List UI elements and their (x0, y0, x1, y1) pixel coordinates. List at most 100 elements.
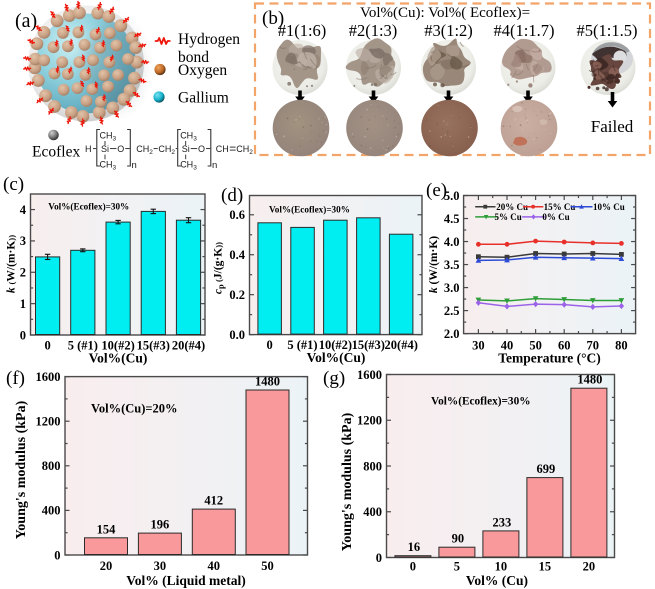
svg-text:196: 196 (151, 518, 170, 532)
svg-text:Vol%(Cu): Vol%(Cu) (307, 350, 366, 365)
svg-text:(b): (b) (262, 8, 284, 29)
svg-text:5% Cu: 5% Cu (495, 212, 522, 222)
svg-text:0.0: 0.0 (229, 328, 245, 342)
svg-text:30: 30 (472, 339, 485, 353)
svg-text:CH: CH (216, 144, 229, 154)
svg-text:5 (#1): 5 (#1) (68, 339, 98, 353)
svg-text:15% Cu: 15% Cu (544, 202, 576, 212)
svg-text:154: 154 (97, 522, 117, 536)
svg-text:800: 800 (42, 459, 61, 473)
svg-text:20(#4): 20(#4) (172, 339, 205, 353)
svg-text:3.0: 3.0 (444, 281, 460, 295)
svg-text:Si: Si (182, 144, 190, 154)
svg-text:4.5: 4.5 (444, 212, 460, 226)
svg-text:O: O (198, 144, 205, 154)
svg-text:O: O (117, 144, 124, 154)
svg-text:1600: 1600 (357, 368, 382, 382)
svg-text:50: 50 (529, 339, 542, 353)
svg-text:#4(1:1.7): #4(1:1.7) (494, 21, 555, 40)
svg-text:1480: 1480 (255, 374, 280, 388)
svg-text:20(#4): 20(#4) (385, 338, 418, 352)
svg-text:n: n (132, 160, 137, 171)
svg-text:cp (J/(g·K)): cp (J/(g·K)) (213, 242, 226, 294)
svg-text:0.4: 0.4 (229, 248, 245, 262)
svg-text:Failed: Failed (591, 117, 634, 136)
svg-text:15(#3): 15(#3) (352, 338, 385, 352)
svg-text:(d): (d) (221, 185, 243, 206)
svg-text:0.2: 0.2 (229, 288, 245, 302)
svg-text:bond: bond (178, 49, 209, 66)
svg-text:3.5: 3.5 (444, 258, 460, 272)
svg-text:0% Cu: 0% Cu (542, 212, 569, 222)
svg-text:Young's modulus (kPa): Young's modulus (kPa) (340, 412, 355, 551)
svg-text:Gallium: Gallium (178, 90, 229, 107)
svg-text:#1(1:6): #1(1:6) (278, 21, 327, 40)
svg-text:(c): (c) (3, 174, 24, 195)
svg-text:(g): (g) (323, 368, 345, 389)
svg-text:Si: Si (101, 144, 109, 154)
svg-text:50: 50 (261, 559, 274, 573)
svg-text:Vol%(Ecoflex)=30%: Vol%(Ecoflex)=30% (48, 202, 129, 212)
svg-text:70: 70 (587, 339, 600, 353)
svg-text:10(#2): 10(#2) (319, 338, 352, 352)
svg-text:CH2: CH2 (158, 144, 175, 156)
svg-text:Vol%(Cu): Vol%( Ecoflex)=: Vol%(Cu): Vol%( Ecoflex)= (360, 5, 530, 21)
svg-text:80: 80 (615, 339, 628, 353)
svg-text:40: 40 (501, 339, 514, 353)
svg-text:Ecoflex: Ecoflex (32, 144, 80, 161)
svg-text:Young's modulus (kPa): Young's modulus (kPa) (14, 400, 29, 539)
svg-text:n: n (212, 160, 217, 171)
svg-text:20: 20 (583, 560, 596, 574)
svg-text:2.0: 2.0 (444, 327, 460, 341)
svg-text:699: 699 (537, 462, 556, 476)
svg-text:1480: 1480 (577, 373, 602, 387)
svg-text:Vol% (Cu): Vol% (Cu) (466, 573, 528, 588)
svg-text:1200: 1200 (357, 414, 382, 428)
svg-text:90: 90 (452, 532, 465, 546)
svg-text:Vol%(Ecoflex)=30%: Vol%(Ecoflex)=30% (269, 205, 350, 215)
svg-text:CH3: CH3 (180, 160, 197, 172)
svg-text:(a): (a) (15, 10, 37, 32)
svg-text:#3(1:2): #3(1:2) (424, 21, 473, 40)
svg-text:0.6: 0.6 (229, 208, 245, 222)
svg-text:#5(1:1.5): #5(1:1.5) (577, 21, 638, 40)
svg-text:1600: 1600 (36, 370, 61, 384)
svg-text:1200: 1200 (36, 415, 61, 429)
svg-text:16: 16 (408, 540, 421, 554)
svg-text:5.0: 5.0 (444, 189, 460, 203)
svg-text:Temperature (°C): Temperature (°C) (498, 351, 601, 366)
svg-text:CH3: CH3 (100, 131, 117, 143)
svg-text:10(#2): 10(#2) (101, 339, 134, 353)
svg-text:H: H (85, 144, 92, 154)
svg-text:30: 30 (154, 559, 167, 573)
svg-text:5: 5 (454, 560, 460, 574)
svg-text:CH3: CH3 (180, 131, 197, 143)
svg-text:0: 0 (54, 548, 60, 562)
svg-text:5 (#1): 5 (#1) (287, 338, 317, 352)
svg-text:CH2: CH2 (236, 144, 253, 156)
svg-text:10: 10 (495, 560, 508, 574)
svg-text:40: 40 (208, 559, 221, 573)
svg-text:Vol%(Cu): Vol%(Cu) (89, 351, 148, 366)
svg-text:400: 400 (42, 504, 61, 518)
svg-text:4: 4 (20, 203, 27, 217)
svg-text:233: 233 (493, 515, 512, 529)
svg-text:0: 0 (410, 560, 416, 574)
svg-text:15: 15 (539, 560, 552, 574)
svg-text:CH3: CH3 (100, 160, 117, 172)
svg-text:Hydrogen: Hydrogen (178, 31, 240, 48)
svg-text:#2(1:3): #2(1:3) (349, 21, 398, 40)
svg-text:0: 0 (44, 339, 50, 353)
svg-text:2.5: 2.5 (444, 304, 460, 318)
svg-text:15(#3): 15(#3) (137, 339, 170, 353)
svg-text:k (W/(m·K)): k (W/(m·K)) (6, 235, 18, 293)
svg-text:4.0: 4.0 (444, 235, 460, 249)
svg-text:0: 0 (376, 551, 382, 565)
svg-text:(e): (e) (426, 180, 447, 201)
svg-text:Vol% (Liquid metal): Vol% (Liquid metal) (126, 573, 246, 588)
svg-text:Vol%(Ecoflex)=30%: Vol%(Ecoflex)=30% (431, 396, 531, 408)
svg-text:800: 800 (363, 459, 382, 473)
svg-text:400: 400 (363, 505, 382, 519)
svg-text:20% Cu: 20% Cu (496, 202, 528, 212)
svg-text:(f): (f) (6, 368, 25, 389)
